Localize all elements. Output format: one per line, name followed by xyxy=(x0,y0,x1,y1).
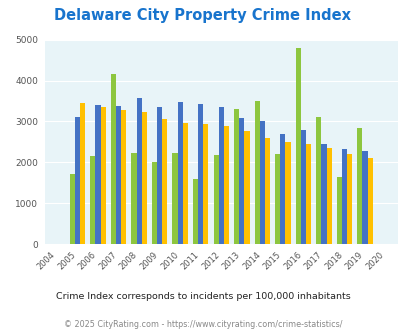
Bar xyxy=(244,131,249,244)
Bar xyxy=(356,128,362,244)
Text: Delaware City Property Crime Index: Delaware City Property Crime Index xyxy=(54,8,351,23)
Bar xyxy=(305,144,310,244)
Bar xyxy=(70,174,75,244)
Bar xyxy=(326,148,331,244)
Bar xyxy=(182,123,188,244)
Bar xyxy=(315,117,321,244)
Bar xyxy=(95,106,100,244)
Text: Crime Index corresponds to incidents per 100,000 inhabitants: Crime Index corresponds to incidents per… xyxy=(55,292,350,301)
Bar xyxy=(131,153,136,244)
Bar xyxy=(80,103,85,244)
Bar xyxy=(259,121,264,244)
Bar xyxy=(90,156,95,244)
Bar xyxy=(336,177,341,244)
Bar xyxy=(254,101,259,244)
Bar xyxy=(346,154,351,244)
Bar xyxy=(295,48,300,244)
Bar xyxy=(162,119,167,244)
Bar xyxy=(300,130,305,244)
Bar xyxy=(203,124,208,244)
Bar xyxy=(75,117,80,244)
Bar xyxy=(279,134,285,244)
Bar xyxy=(177,102,182,244)
Bar xyxy=(285,142,290,244)
Bar xyxy=(264,138,269,244)
Bar xyxy=(234,109,239,244)
Bar xyxy=(198,104,203,244)
Bar xyxy=(116,106,121,244)
Text: © 2025 CityRating.com - https://www.cityrating.com/crime-statistics/: © 2025 CityRating.com - https://www.city… xyxy=(64,320,341,329)
Bar xyxy=(321,144,326,244)
Bar xyxy=(341,149,346,244)
Bar xyxy=(100,107,105,244)
Bar xyxy=(362,151,367,244)
Bar xyxy=(121,110,126,244)
Bar xyxy=(367,158,372,244)
Bar xyxy=(223,125,228,244)
Bar xyxy=(141,112,147,244)
Bar xyxy=(192,179,198,244)
Bar xyxy=(213,154,218,244)
Bar xyxy=(275,154,279,244)
Bar xyxy=(239,118,244,244)
Bar xyxy=(111,74,116,244)
Bar xyxy=(218,107,223,244)
Bar xyxy=(172,153,177,244)
Bar xyxy=(136,98,141,244)
Bar xyxy=(157,107,162,244)
Bar xyxy=(151,162,157,244)
